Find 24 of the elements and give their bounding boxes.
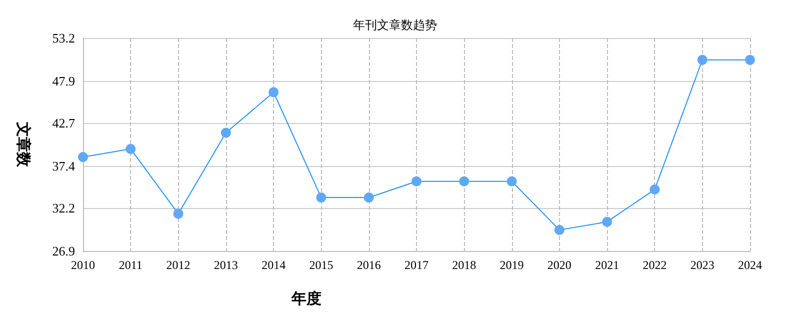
x-tick-label: 2019 — [500, 258, 524, 272]
x-axis-title: 年度 — [290, 290, 322, 308]
x-tick-label: 2015 — [309, 258, 334, 272]
x-tick-label: 2020 — [547, 258, 572, 272]
x-tick-label: 2017 — [404, 258, 428, 272]
y-tick-label: 53.2 — [52, 30, 75, 46]
x-tick-label: 2016 — [356, 258, 381, 272]
y-tick-label: 26.9 — [52, 244, 75, 258]
y-tick-label: 47.9 — [52, 73, 75, 88]
y-tick-label: 37.4 — [52, 158, 76, 174]
x-tick-label: 2014 — [262, 258, 286, 272]
x-tick-label: 2023 — [690, 258, 714, 272]
x-tick-label: 2022 — [642, 258, 667, 272]
y-axis-title: 文章数 — [14, 121, 32, 168]
x-tick-label: 2021 — [595, 258, 620, 272]
x-tick-label: 2024 — [738, 258, 762, 272]
chart-title: 年刊文章数趋势 — [353, 18, 437, 32]
x-tick-label: 2011 — [118, 258, 142, 272]
y-tick-label: 32.2 — [52, 200, 75, 216]
x-tick-label: 2018 — [452, 258, 476, 272]
y-tick-label: 42.7 — [52, 116, 76, 131]
x-tick-label: 2010 — [71, 258, 95, 272]
x-tick-label: 2013 — [214, 258, 238, 272]
x-tick-label: 2012 — [166, 258, 190, 272]
